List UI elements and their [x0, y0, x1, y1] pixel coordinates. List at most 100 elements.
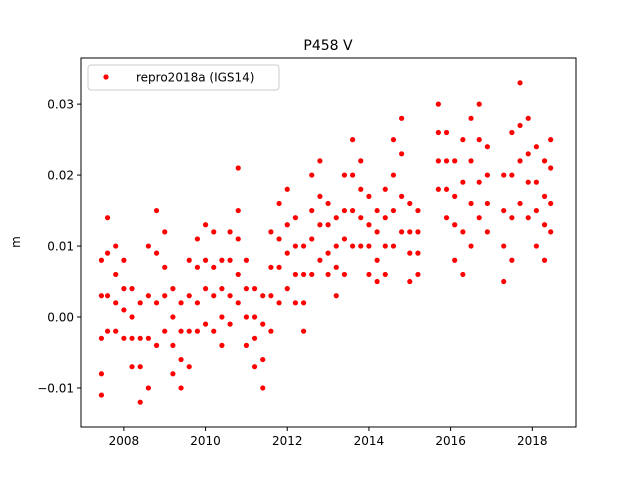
data-point — [98, 392, 105, 398]
data-point — [533, 243, 539, 249]
data-point — [358, 243, 364, 249]
data-point — [162, 229, 168, 235]
data-point — [284, 286, 290, 292]
data-point — [349, 137, 356, 143]
data-point — [349, 207, 356, 214]
data-point — [358, 186, 364, 192]
data-point — [415, 250, 421, 256]
y-tick-label: −0.01 — [37, 381, 74, 395]
data-point — [399, 151, 405, 157]
data-point — [104, 328, 111, 334]
data-point — [170, 286, 176, 292]
data-point — [219, 257, 225, 263]
data-point — [333, 293, 339, 299]
data-point — [374, 278, 380, 285]
data-point — [415, 271, 421, 278]
data-point — [202, 222, 209, 228]
data-point — [374, 207, 380, 214]
data-point — [509, 257, 515, 263]
data-point — [541, 193, 548, 199]
data-point — [153, 250, 160, 256]
data-point — [98, 257, 105, 263]
data-point — [517, 158, 523, 164]
data-point — [476, 101, 482, 107]
data-point — [390, 172, 397, 178]
data-point — [407, 229, 413, 235]
data-point — [407, 278, 413, 285]
data-point — [194, 264, 200, 270]
data-point — [243, 286, 250, 292]
data-point — [276, 200, 282, 207]
data-point — [548, 229, 554, 235]
data-point — [104, 250, 111, 256]
axes-frame — [80, 57, 577, 428]
data-point — [268, 229, 274, 235]
data-point — [309, 271, 315, 278]
data-point — [460, 229, 466, 235]
x-tick-label: 2008 — [109, 434, 140, 448]
data-point — [300, 271, 307, 278]
data-point — [260, 321, 266, 327]
data-point — [358, 215, 364, 221]
data-point — [235, 271, 241, 278]
data-point — [300, 328, 307, 334]
data-point — [186, 364, 192, 370]
data-point — [186, 293, 192, 299]
data-point — [227, 321, 233, 327]
data-point — [251, 314, 258, 320]
data-point — [476, 215, 482, 221]
data-point — [268, 293, 274, 299]
data-point — [202, 257, 209, 263]
data-point — [227, 293, 233, 299]
data-point — [98, 293, 105, 299]
data-point — [202, 321, 209, 327]
data-point — [145, 243, 151, 249]
data-point — [162, 264, 168, 270]
data-point — [533, 179, 539, 185]
data-point — [137, 399, 143, 405]
data-point — [484, 144, 490, 150]
data-point — [325, 200, 331, 207]
data-point — [517, 80, 523, 86]
y-tick-label: 0.01 — [47, 240, 74, 254]
data-point — [121, 307, 127, 313]
data-point — [501, 243, 507, 249]
data-point — [243, 342, 250, 348]
data-point — [98, 371, 105, 377]
data-point — [452, 193, 458, 199]
data-point — [333, 215, 339, 221]
data-point — [243, 314, 250, 320]
data-point — [443, 215, 450, 221]
data-point — [113, 328, 119, 334]
data-point — [194, 300, 200, 306]
data-point — [435, 101, 441, 107]
data-point — [382, 186, 388, 192]
data-point — [509, 172, 515, 178]
data-point — [98, 335, 105, 341]
data-point — [325, 222, 331, 228]
data-point — [517, 200, 523, 207]
data-point — [129, 364, 135, 370]
data-point — [317, 158, 323, 164]
data-point — [211, 264, 217, 270]
data-point — [194, 236, 200, 242]
data-point — [374, 257, 380, 263]
data-point — [525, 151, 531, 157]
data-point — [333, 264, 339, 270]
data-point — [260, 385, 266, 391]
data-point — [129, 314, 135, 320]
data-point — [170, 314, 176, 320]
legend-marker — [103, 74, 109, 80]
data-point — [541, 158, 548, 164]
data-point — [407, 200, 413, 207]
y-tick-label: 0.03 — [47, 98, 74, 112]
data-point — [113, 300, 119, 306]
data-point — [292, 215, 299, 221]
data-point — [366, 271, 372, 278]
data-point — [399, 229, 405, 235]
data-point — [484, 200, 490, 207]
data-point — [468, 243, 474, 249]
data-point — [309, 207, 315, 214]
data-point — [284, 186, 290, 192]
data-point — [341, 172, 348, 178]
